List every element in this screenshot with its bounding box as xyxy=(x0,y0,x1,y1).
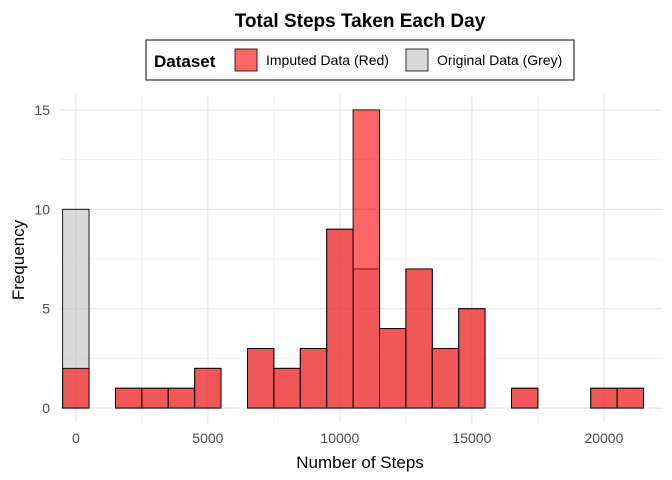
y-axis-title: Frequency xyxy=(9,219,28,300)
legend-title: Dataset xyxy=(154,52,216,71)
legend-label-original: Original Data (Grey) xyxy=(437,52,562,68)
imputed-bar xyxy=(379,328,407,409)
y-tick-label: 15 xyxy=(34,102,50,118)
imputed-bar xyxy=(167,387,196,409)
x-tick-label: 5000 xyxy=(192,430,223,446)
legend-key-imputed xyxy=(234,48,258,72)
legend-label-imputed: Imputed Data (Red) xyxy=(266,52,389,68)
imputed-bar xyxy=(431,348,460,409)
imputed-bar xyxy=(62,367,90,409)
imputed-bar xyxy=(352,109,380,409)
legend-key-original xyxy=(405,48,429,72)
y-tick-label: 10 xyxy=(34,201,50,217)
imputed-bar xyxy=(458,308,486,409)
legend-box xyxy=(145,39,575,81)
imputed-bar xyxy=(194,367,222,409)
y-tick-label: 5 xyxy=(42,301,50,317)
x-tick-label: 0 xyxy=(72,430,80,446)
y-tick-label: 0 xyxy=(42,400,50,416)
x-tick-label: 15000 xyxy=(452,430,491,446)
imputed-bar xyxy=(141,387,169,409)
x-tick-label: 20000 xyxy=(584,430,623,446)
y-axis-ticks: 0 5 10 15 xyxy=(34,102,50,416)
imputed-bar xyxy=(247,348,275,409)
imputed-bar xyxy=(590,387,618,409)
x-axis-title: Number of Steps xyxy=(296,453,424,472)
imputed-bar xyxy=(114,387,143,409)
imputed-bar xyxy=(405,268,433,409)
chart-title: Total Steps Taken Each Day xyxy=(235,11,486,32)
x-tick-label: 10000 xyxy=(320,430,359,446)
imputed-bar xyxy=(299,348,328,409)
legend: Dataset Imputed Data (Red) Original Data… xyxy=(145,39,575,81)
x-axis-ticks: 0 5000 10000 15000 20000 xyxy=(72,430,624,446)
imputed-bar xyxy=(616,387,644,409)
bars-imputed xyxy=(62,109,644,409)
imputed-bar xyxy=(511,387,539,409)
imputed-bar xyxy=(273,367,301,409)
imputed-bar xyxy=(326,228,354,409)
